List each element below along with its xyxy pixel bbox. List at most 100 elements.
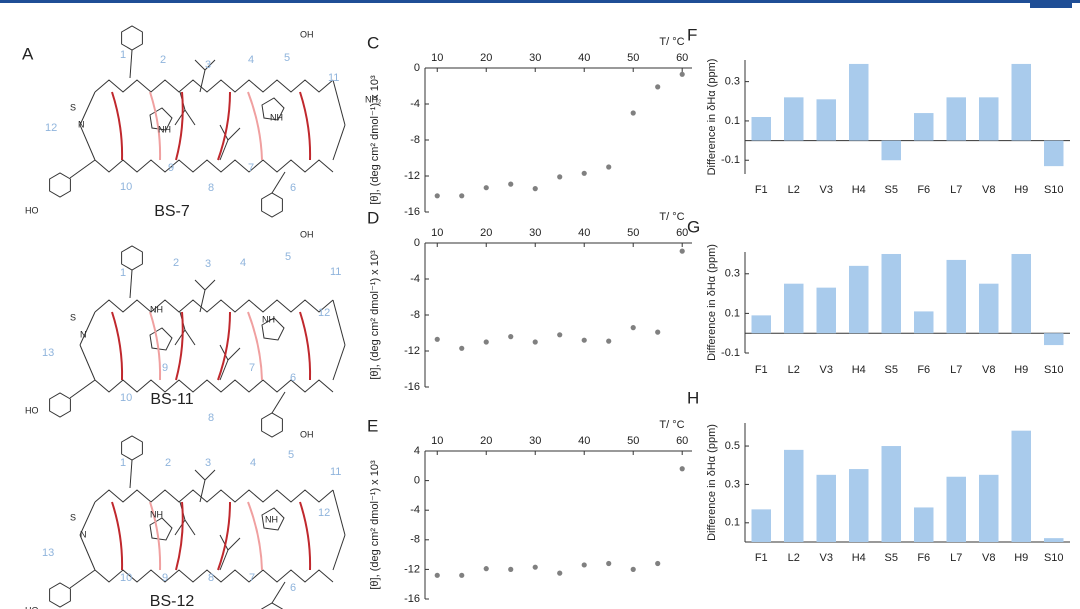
residue-number: 7 <box>249 572 255 584</box>
bar <box>784 283 804 334</box>
bar <box>1011 253 1031 334</box>
bar <box>946 97 966 141</box>
residue-number: 8 <box>208 572 214 584</box>
header-tab <box>1030 3 1072 8</box>
bond <box>271 391 286 414</box>
x-tick-label: V8 <box>982 184 995 196</box>
bond <box>129 459 133 489</box>
x-tick-label: H9 <box>1014 184 1028 196</box>
bond <box>79 91 96 126</box>
bar <box>784 449 804 542</box>
y-tick-label: -16 <box>404 381 420 393</box>
bar <box>979 97 999 141</box>
data-point <box>679 248 685 254</box>
residue-number: 3 <box>205 258 211 270</box>
backbone <box>94 159 334 173</box>
residue-number: 5 <box>285 251 291 263</box>
residue-number: 5 <box>284 52 290 64</box>
x-tick-label: 20 <box>480 227 492 239</box>
x-tick-label: 10 <box>431 227 443 239</box>
x-tick-label: 50 <box>627 52 639 64</box>
atom-label: NH <box>158 124 171 134</box>
bar <box>1044 140 1064 167</box>
data-point <box>630 566 636 573</box>
bar <box>751 117 771 141</box>
bond <box>194 59 206 71</box>
bond <box>184 109 196 126</box>
data-point <box>655 329 661 335</box>
residue-number: 12 <box>45 122 57 134</box>
ring <box>49 392 71 418</box>
x-tick-label: 50 <box>627 435 639 447</box>
y-tick-label: 0 <box>414 62 420 74</box>
y-tick-label: 0.3 <box>725 76 740 88</box>
data-point <box>630 325 636 331</box>
x-tick-label: L7 <box>950 364 962 376</box>
bond <box>204 279 216 291</box>
x-tick-label: 50 <box>627 227 639 239</box>
y-axis-label: [θ], (deg cm² dmol⁻¹) x 10³ <box>369 250 381 380</box>
bar <box>816 99 836 141</box>
x-tick-label: 40 <box>578 435 590 447</box>
imidazole <box>261 97 285 121</box>
ring <box>121 25 143 51</box>
bar <box>1011 63 1031 141</box>
panel-label: D <box>367 208 379 227</box>
x-tick-label: V3 <box>820 364 833 376</box>
residue-number: 13 <box>42 347 54 359</box>
backbone <box>94 79 334 93</box>
residue-number: 4 <box>240 257 246 269</box>
data-point <box>483 566 489 572</box>
backbone <box>94 379 334 393</box>
imidazole <box>149 517 173 541</box>
residue-number: 11 <box>330 266 341 278</box>
data-point <box>606 338 612 344</box>
residue-number: 9 <box>168 162 174 174</box>
x-tick-label: F6 <box>917 552 930 564</box>
bond <box>227 537 241 551</box>
residue-number: 10 <box>120 181 132 193</box>
data-point <box>483 339 489 345</box>
y-tick-label: 0.1 <box>725 517 740 529</box>
backbone <box>94 569 334 583</box>
compound-name: BS-12 <box>150 593 195 609</box>
bar <box>881 446 901 542</box>
panel-label: H <box>687 388 699 407</box>
data-point <box>606 164 612 170</box>
y-tick-label: -0.1 <box>721 154 740 166</box>
residue-number: 8 <box>208 182 214 194</box>
atom-label: N <box>80 329 87 339</box>
panel-label: E <box>367 416 378 435</box>
residue-number: 9 <box>162 572 168 584</box>
data-point <box>679 71 685 77</box>
atom-label: S <box>70 512 76 522</box>
y-tick-label: -4 <box>410 504 420 516</box>
bond <box>219 124 229 141</box>
data-point <box>508 181 514 187</box>
x-tick-label: S5 <box>885 184 898 196</box>
imidazole <box>149 107 173 131</box>
imidazole <box>261 507 285 531</box>
x-tick-label: L2 <box>788 552 800 564</box>
residue-number: 2 <box>160 54 166 66</box>
y-tick-label: -12 <box>404 563 420 575</box>
atom-label: N <box>80 529 87 539</box>
contact-line <box>299 311 312 381</box>
x-tick-label: H4 <box>852 184 866 196</box>
bond <box>219 139 229 161</box>
data-point <box>630 110 636 116</box>
data-point <box>434 336 440 342</box>
contact-line <box>247 311 263 381</box>
x-tick-label: F1 <box>755 364 768 376</box>
residue-number: 4 <box>250 457 256 469</box>
backbone <box>94 299 334 313</box>
contact-line <box>217 501 231 571</box>
data-point <box>459 345 465 351</box>
compound-name: BS-7 <box>154 203 190 220</box>
bond <box>184 329 196 346</box>
residue-number: 10 <box>120 392 132 404</box>
panel-label: G <box>687 217 700 236</box>
bond <box>204 469 216 481</box>
bond <box>219 359 229 381</box>
